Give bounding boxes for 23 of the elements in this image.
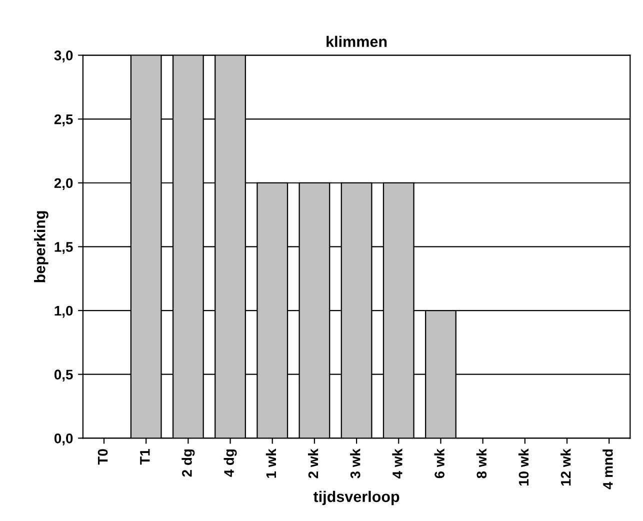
y-tick-label: 1,0 [54,306,73,318]
y-tick-label: 0,5 [54,370,73,382]
x-tick-label: 4 wk [392,448,402,478]
y-tick-label: 2,0 [54,178,73,190]
x-tick-label: 2 wk [308,448,318,478]
x-tick-label: 3 wk [350,448,360,478]
chart-title: klimmen [326,36,387,48]
x-tick-label: 1 wk [266,448,276,478]
x-tick-label: T1 [140,448,150,465]
x-tick-label: 8 wk [476,448,487,478]
x-tick-label: 6 wk [434,448,444,478]
x-tick-label: 10 wk [518,448,529,486]
y-tick-label: 0,0 [54,433,73,446]
x-tick-label: 4 dg [224,450,237,477]
y-tick-label: 1,5 [54,242,73,254]
y-axis-title: beperking [34,211,48,282]
x-tick-label: 12 wk [560,448,571,486]
y-tick-label: 3,0 [54,50,73,62]
y-tick-label: 2,5 [54,114,73,126]
x-tick-label: 2 dg [182,450,195,477]
x-tick-label: 4 mnd [602,449,613,490]
x-axis-title: tijdsverloop [313,490,400,506]
x-tick-label: T0 [98,449,108,465]
